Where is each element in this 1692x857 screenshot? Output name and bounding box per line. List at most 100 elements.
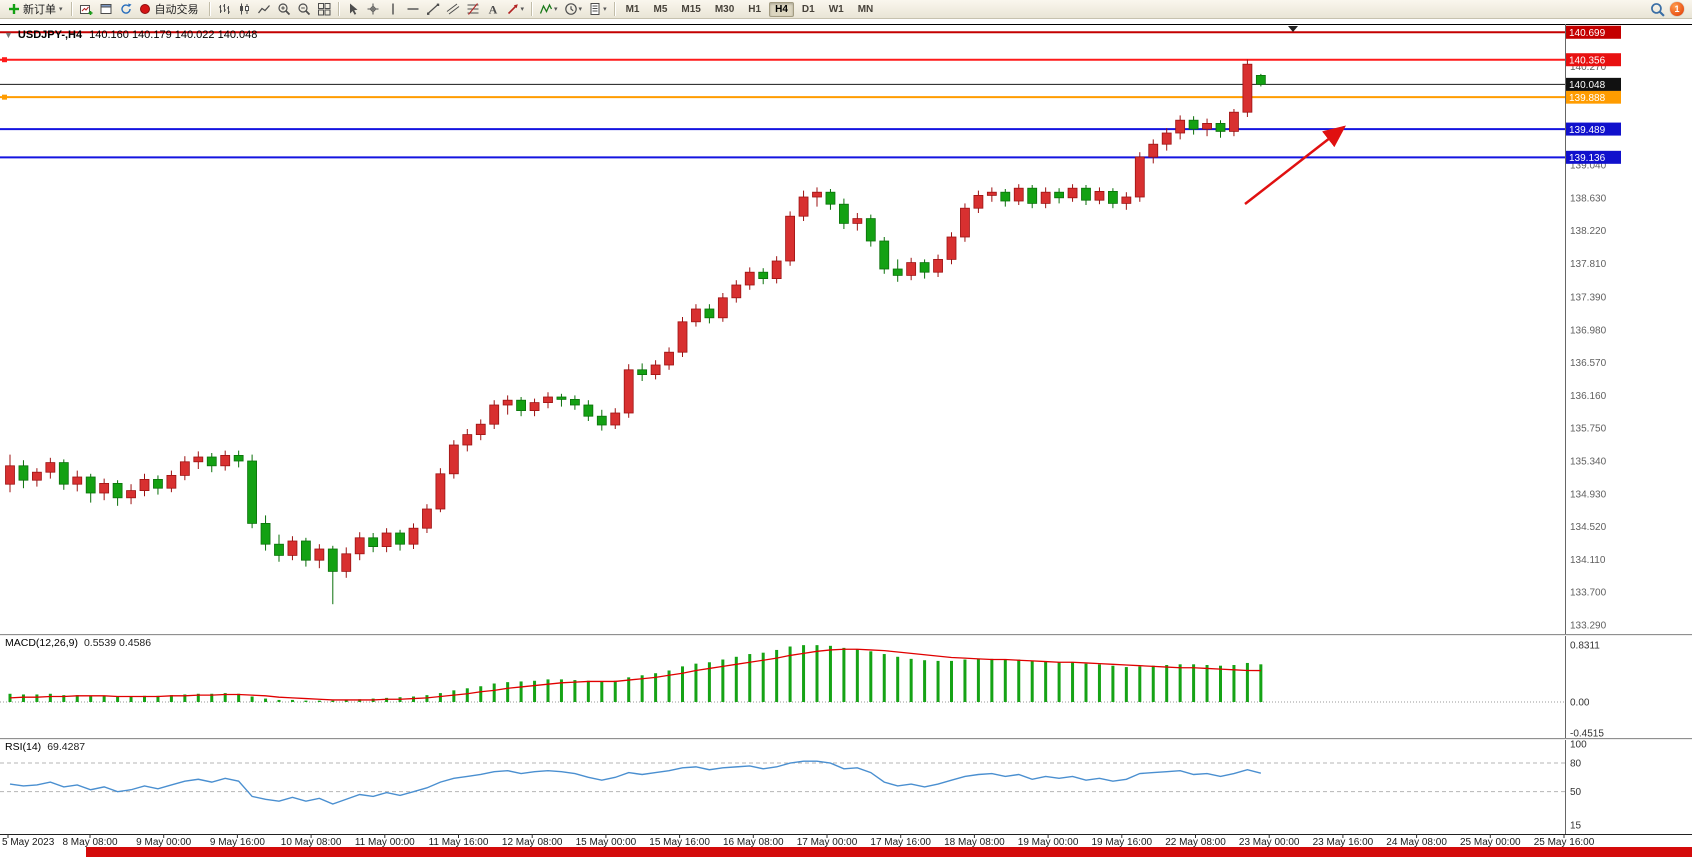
time-axis-label: 23 May 16:00 [1313,837,1374,848]
macd-bar [748,654,752,702]
zoom-in-button[interactable] [274,0,294,19]
macd-bar [331,700,335,702]
cursor-button[interactable] [343,0,363,19]
timeframe-m5-button[interactable]: M5 [653,3,668,15]
candle [327,545,338,605]
horizontal-line-button[interactable] [403,0,423,19]
rsi-label: RSI(14) 69.4287 [5,741,85,753]
svg-text:A: A [488,3,497,17]
channel-icon [446,3,459,15]
candle [341,547,352,578]
price-badge-label: 140.048 [1569,80,1606,91]
price-badge-label: 140.699 [1569,28,1606,39]
timeframe-m30-button[interactable]: M30 [714,3,735,15]
price-axis-label: 136.160 [1570,391,1607,402]
crosshair-icon [367,3,379,15]
candle [1202,118,1212,137]
candlestick-chart-button[interactable] [234,0,254,19]
timeframe-d1-button[interactable]: D1 [801,3,815,15]
time-axis-label: 23 May 00:00 [1239,837,1300,848]
timeframe-w1-button[interactable]: W1 [828,3,844,15]
macd-bar [627,677,631,702]
zoom-out-button[interactable] [294,0,314,19]
candle [731,280,742,303]
candle [516,397,526,417]
candle [570,395,580,410]
candle [1108,188,1118,209]
crosshair-button[interactable] [363,0,383,19]
timeframe-m15-button[interactable]: M15 [681,3,701,15]
price-axis-label: 138.630 [1570,193,1607,204]
channel-button[interactable] [443,0,463,19]
candle [771,256,782,284]
candle [1121,192,1132,210]
candle [758,268,769,285]
time-axis-label: 25 May 16:00 [1534,837,1595,848]
macd-bar [264,698,268,702]
line-chart-button[interactable] [254,0,274,19]
timeframe-m1-button[interactable]: M1 [625,3,640,15]
timeframe-h4-button[interactable]: H4 [769,1,794,17]
indicators-button[interactable]: ▾ [536,0,561,19]
templates-icon [590,3,600,15]
macd-bar [1003,659,1007,702]
search-icon[interactable] [1650,2,1665,17]
new-chart-button[interactable] [76,0,96,19]
candle [166,470,177,493]
fibonacci-icon [467,3,479,15]
shift-marker-icon[interactable] [1288,26,1298,32]
time-axis-label: 24 May 08:00 [1386,837,1447,848]
line-handle[interactable] [2,94,7,100]
bar-chart-button[interactable] [214,0,234,19]
time-axis-label: 11 May 16:00 [429,837,489,848]
macd-bar [640,675,644,702]
candles-layer [5,59,1266,605]
time-axis-label: 5 May 2023 [2,837,55,848]
candle [18,460,29,489]
macd-bar [815,645,819,702]
main-toolbar: 新订单 ▾ 自动交易 A ▾ ▾ ▾ ▾ M1 M5 M15 M30 H1 H4 D1 W1 MN 1 [0,0,1692,19]
candle [543,392,553,409]
macd-bar [667,670,671,702]
trendline-button[interactable] [423,0,443,19]
toolbar-separator [613,2,615,16]
price-axis-label: 134.110 [1570,555,1606,566]
text-button[interactable]: A [483,0,503,19]
chart-window-icon [100,4,112,14]
collapse-icon[interactable]: ▼ [4,30,13,40]
auto-trading-button[interactable]: 自动交易 [136,0,205,19]
macd-name-label: MACD(12,26,9) [5,637,78,649]
arrow-tools-button[interactable]: ▾ [503,0,528,19]
line-handle[interactable] [2,57,7,63]
new-order-button[interactable]: 新订单 ▾ [3,0,67,19]
candle [973,190,984,213]
tile-windows-button[interactable] [314,0,334,19]
timeframe-h1-button[interactable]: H1 [748,3,762,15]
macd-bar [559,679,563,702]
macd-bar [802,645,806,702]
notification-badge[interactable]: 1 [1670,2,1684,16]
macd-bar [344,699,348,702]
refresh-button[interactable] [116,0,136,19]
price-axis-label: 133.290 [1570,621,1607,632]
candle [193,451,204,469]
periods-button[interactable]: ▾ [561,0,586,19]
candle [422,504,432,533]
arrow-object[interactable] [1244,125,1346,205]
macd-bar [613,680,617,702]
toolbar-separator [337,2,339,16]
candle [1229,109,1239,137]
candle [5,454,15,493]
candle [395,529,405,551]
chart-window-button[interactable] [96,0,116,19]
templates-button[interactable]: ▾ [585,0,610,19]
price-badge [1566,122,1621,136]
candle [1188,116,1199,135]
macd-bar [761,652,765,702]
candle [462,429,473,452]
timeframe-mn-button[interactable]: MN [857,3,874,15]
price-axis-label: 134.520 [1570,522,1607,533]
fibonacci-button[interactable] [463,0,483,19]
vertical-line-button[interactable] [383,0,403,19]
